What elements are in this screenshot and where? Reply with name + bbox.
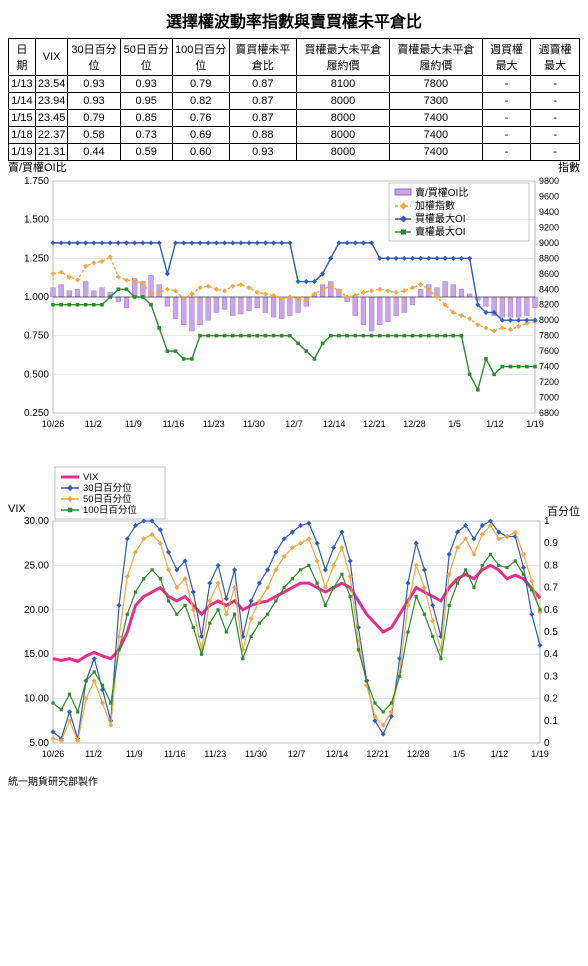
svg-text:10.00: 10.00 xyxy=(24,694,49,705)
svg-text:7000: 7000 xyxy=(539,393,559,403)
table-header: 週賣權最大 xyxy=(531,39,580,76)
svg-text:0.8: 0.8 xyxy=(544,560,558,571)
svg-text:12/28: 12/28 xyxy=(407,749,430,759)
table-row: 1/1523.450.790.850.760.8780007400-- xyxy=(9,110,580,127)
svg-text:5.00: 5.00 xyxy=(30,738,50,749)
svg-text:8200: 8200 xyxy=(539,300,559,310)
chart-oi-ratio: 賣/買權OI比 指數 0.2500.5000.7501.0001.2501.50… xyxy=(8,173,580,433)
chart-vix: VIX 百分位 5.00 10.00 15.00 20.00 25.00 30.00 0 0.… xyxy=(8,463,580,763)
svg-text:30.00: 30.00 xyxy=(24,516,49,527)
svg-text:賣/買權OI比: 賣/買權OI比 xyxy=(415,186,468,199)
svg-text:0: 0 xyxy=(544,738,550,749)
svg-text:50日百分位: 50日百分位 xyxy=(83,493,132,505)
svg-text:11/16: 11/16 xyxy=(164,749,186,759)
svg-text:0.500: 0.500 xyxy=(24,369,49,380)
svg-text:VIX: VIX xyxy=(83,472,99,483)
svg-text:8600: 8600 xyxy=(539,269,559,279)
svg-text:賣權最大OI: 賣權最大OI xyxy=(415,225,466,238)
svg-text:8000: 8000 xyxy=(539,315,559,325)
svg-text:0.750: 0.750 xyxy=(24,331,49,342)
svg-text:1.250: 1.250 xyxy=(24,253,49,264)
chart2-right-label: 百分位 xyxy=(547,503,580,519)
svg-text:9800: 9800 xyxy=(539,176,559,186)
svg-text:0.3: 0.3 xyxy=(544,671,558,682)
table-header: 30日百分位 xyxy=(68,39,120,76)
table-row: 1/1423.940.930.950.820.8780007300-- xyxy=(9,93,580,110)
svg-text:12/28: 12/28 xyxy=(403,419,426,429)
table-header: 日期 xyxy=(9,39,36,76)
svg-text:11/9: 11/9 xyxy=(126,749,143,759)
svg-text:0.7: 0.7 xyxy=(544,583,558,594)
svg-text:0.5: 0.5 xyxy=(544,627,558,638)
svg-text:9600: 9600 xyxy=(539,191,559,201)
svg-text:11/23: 11/23 xyxy=(204,749,226,759)
chart1-left-label: 賣/買權OI比 xyxy=(8,159,67,175)
svg-text:15.00: 15.00 xyxy=(24,649,49,660)
data-table: 日期VIX30日百分位50日百分位100日百分位賣買權未平倉比買權最大未平倉履約… xyxy=(8,38,580,161)
svg-text:1.750: 1.750 xyxy=(24,176,49,187)
svg-text:11/9: 11/9 xyxy=(125,419,142,429)
svg-text:7800: 7800 xyxy=(539,331,559,341)
table-header: 賣權最大未平倉履約價 xyxy=(389,39,482,76)
svg-text:買權最大OI: 買權最大OI xyxy=(415,212,466,225)
svg-text:30日百分位: 30日百分位 xyxy=(83,482,132,494)
svg-text:11/2: 11/2 xyxy=(85,419,102,429)
svg-text:1/19: 1/19 xyxy=(531,749,549,759)
svg-text:1/12: 1/12 xyxy=(486,419,504,429)
chart1-right-label: 指數 xyxy=(558,159,580,175)
svg-text:1/12: 1/12 xyxy=(491,749,509,759)
page-title: 選擇權波動率指數與賣買權未平倉比 xyxy=(8,8,580,32)
svg-text:11/16: 11/16 xyxy=(163,419,185,429)
table-header: 買權最大未平倉履約價 xyxy=(297,39,390,76)
svg-text:9200: 9200 xyxy=(539,222,559,232)
svg-text:0.4: 0.4 xyxy=(544,649,558,660)
svg-text:0.9: 0.9 xyxy=(544,538,558,549)
svg-text:0.2: 0.2 xyxy=(544,694,558,705)
svg-text:1/19: 1/19 xyxy=(526,419,544,429)
svg-text:6800: 6800 xyxy=(539,408,559,418)
svg-text:12/14: 12/14 xyxy=(326,749,349,759)
chart2-left-label: VIX xyxy=(8,503,26,515)
svg-text:12/21: 12/21 xyxy=(363,419,386,429)
table-row: 1/1921.310.440.590.600.9380007400-- xyxy=(9,144,580,161)
svg-text:10/26: 10/26 xyxy=(42,419,65,429)
svg-text:11/30: 11/30 xyxy=(245,749,267,759)
svg-text:11/23: 11/23 xyxy=(203,419,225,429)
svg-text:1/5: 1/5 xyxy=(453,749,466,759)
svg-text:9400: 9400 xyxy=(539,207,559,217)
svg-text:8800: 8800 xyxy=(539,253,559,263)
svg-text:25.00: 25.00 xyxy=(24,560,49,571)
svg-text:7400: 7400 xyxy=(539,362,559,372)
svg-text:10/26: 10/26 xyxy=(42,749,65,759)
table-header: 100日百分位 xyxy=(172,39,229,76)
footer-text: 統一期貨研究部製作 xyxy=(8,773,580,788)
svg-text:12/14: 12/14 xyxy=(323,419,346,429)
svg-text:1.000: 1.000 xyxy=(24,292,49,303)
svg-text:0.6: 0.6 xyxy=(544,605,558,616)
svg-text:12/7: 12/7 xyxy=(285,419,303,429)
svg-text:7200: 7200 xyxy=(539,377,559,387)
svg-text:加權指數: 加權指數 xyxy=(415,199,455,212)
table-header: VIX xyxy=(35,39,68,76)
svg-text:11/30: 11/30 xyxy=(243,419,265,429)
svg-text:7600: 7600 xyxy=(539,346,559,356)
svg-text:12/7: 12/7 xyxy=(288,749,306,759)
svg-text:9000: 9000 xyxy=(539,238,559,248)
svg-text:1.500: 1.500 xyxy=(24,215,49,226)
svg-text:1/5: 1/5 xyxy=(448,419,461,429)
svg-text:11/2: 11/2 xyxy=(85,749,102,759)
table-header: 週買權最大 xyxy=(482,39,531,76)
table-row: 1/1822.370.580.730.690.8880007400-- xyxy=(9,127,580,144)
svg-text:100日百分位: 100日百分位 xyxy=(83,504,137,516)
table-row: 1/1323.540.930.930.790.8781007800-- xyxy=(9,76,580,93)
svg-text:8400: 8400 xyxy=(539,284,559,294)
table-header: 50日百分位 xyxy=(120,39,172,76)
svg-text:0.250: 0.250 xyxy=(24,408,49,419)
svg-text:0.1: 0.1 xyxy=(544,716,558,727)
table-header: 賣買權未平倉比 xyxy=(229,39,297,76)
svg-text:20.00: 20.00 xyxy=(24,605,49,616)
svg-text:12/21: 12/21 xyxy=(366,749,389,759)
